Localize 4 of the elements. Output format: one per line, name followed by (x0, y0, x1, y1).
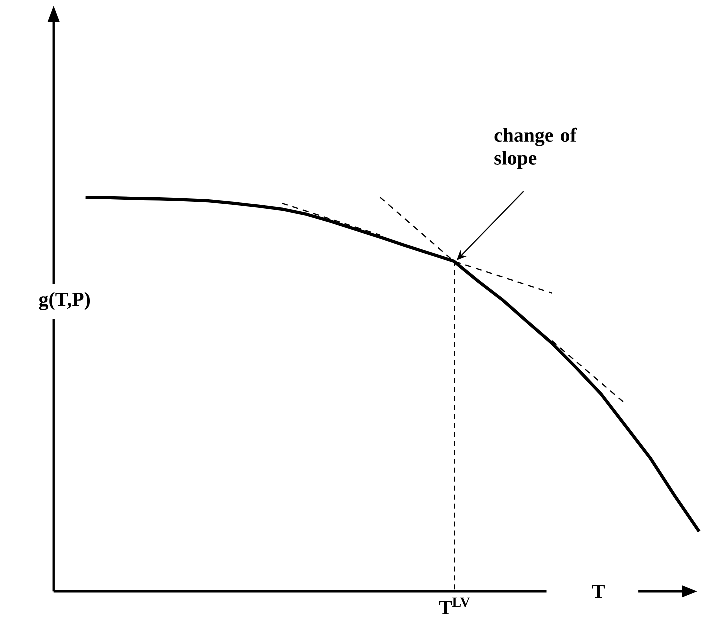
x-axis-title: T (592, 585, 605, 598)
text: T$^{LV}$ (439, 598, 470, 615)
y-axis-title: g(T,P) (39, 292, 90, 311)
text: change of slope (494, 128, 578, 170)
